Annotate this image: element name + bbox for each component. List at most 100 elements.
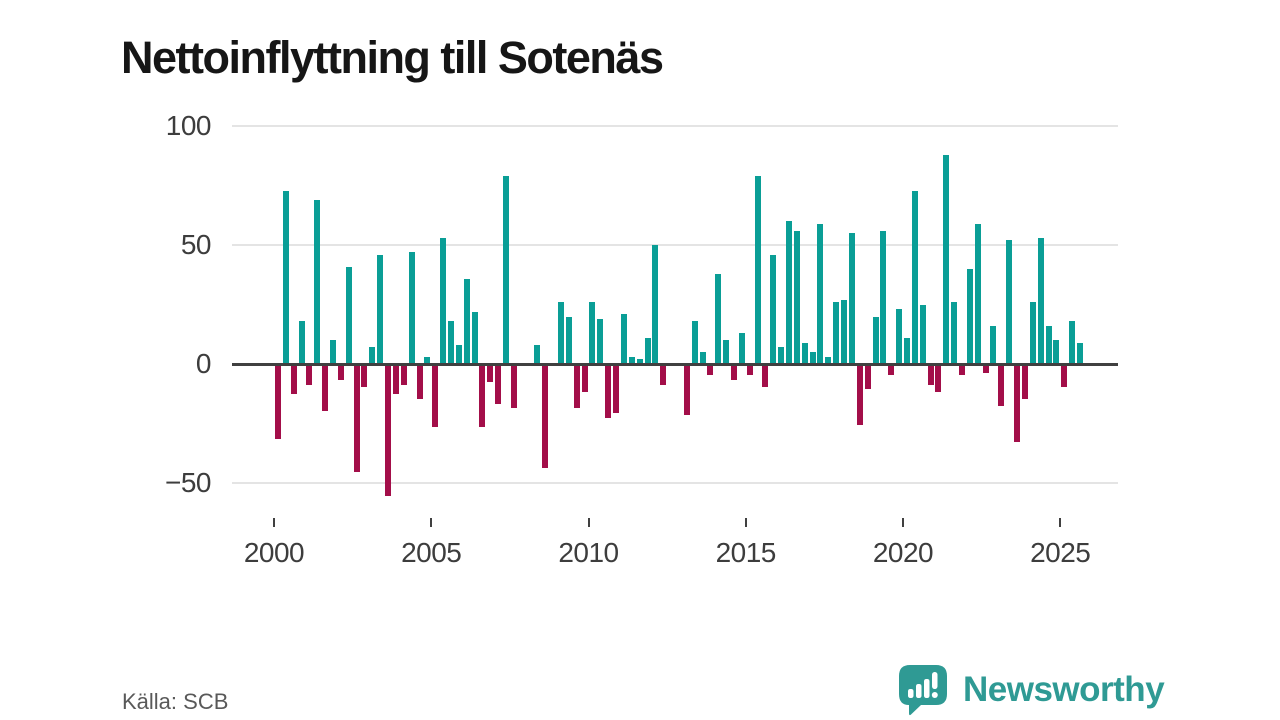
bar-negative — [998, 365, 1005, 406]
bar-negative — [746, 365, 753, 375]
bar-negative — [290, 365, 297, 394]
bar-positive — [754, 176, 761, 364]
bar-negative — [707, 365, 714, 375]
y-axis-tick-label: 0 — [195, 348, 212, 379]
zero-axis-line — [232, 363, 1118, 366]
bar-positive — [966, 269, 973, 364]
x-axis-tick — [1059, 518, 1062, 527]
bar-positive — [298, 321, 305, 364]
x-axis-tick-label: 2015 — [715, 537, 777, 568]
bar-positive — [652, 245, 659, 364]
bar-negative — [888, 365, 895, 375]
bar-positive — [282, 190, 289, 364]
bar-positive — [809, 352, 816, 364]
bar-negative — [581, 365, 588, 392]
newsworthy-logo: Newsworthy — [897, 663, 1165, 717]
bar-negative — [361, 365, 368, 387]
bar-positive — [620, 314, 627, 364]
bar-positive — [943, 154, 950, 364]
bar-negative — [1021, 365, 1028, 399]
bar-positive — [636, 359, 643, 364]
bar-negative — [416, 365, 423, 399]
bar-negative — [1014, 365, 1020, 442]
x-axis-tick — [430, 518, 433, 527]
bar-positive — [1069, 321, 1075, 364]
bar-positive — [880, 230, 887, 364]
bar-negative — [337, 365, 344, 380]
bar-positive — [951, 302, 958, 364]
x-axis-tick — [902, 518, 904, 527]
bar-positive — [1037, 238, 1044, 364]
y-axis-tick-label: 100 — [165, 110, 212, 142]
bar-positive — [825, 356, 832, 364]
bar-positive — [723, 340, 730, 364]
x-axis-tick-label: 2005 — [401, 537, 462, 568]
bar-positive — [534, 345, 541, 364]
bar-positive — [558, 302, 564, 364]
bar-negative — [353, 365, 360, 473]
bar-negative — [856, 365, 863, 425]
bar-positive — [471, 311, 478, 364]
bar-positive — [424, 356, 431, 364]
bar-negative — [274, 365, 281, 440]
source-note: Källa: SCB — [122, 689, 229, 714]
bar-positive — [903, 337, 910, 364]
x-axis-tick — [273, 518, 275, 527]
bar-negative — [542, 365, 549, 468]
bar-positive — [1053, 340, 1060, 364]
gridline — [232, 244, 1118, 247]
bar-positive — [1076, 342, 1083, 364]
bar-negative — [927, 365, 934, 385]
plot-area: 100 50 0 −50 2000 2005 2010 2015 2020 2025 — [165, 110, 1118, 568]
bar-negative — [982, 365, 989, 373]
bar-negative — [605, 365, 612, 418]
bar-positive — [786, 221, 792, 364]
bar-positive — [841, 299, 847, 364]
bar-negative — [660, 365, 667, 385]
bar-negative — [510, 365, 517, 409]
bar-positive — [463, 278, 470, 364]
bar-positive — [848, 233, 855, 364]
bar-negative — [322, 365, 329, 411]
bar-positive — [455, 345, 462, 364]
bar-positive — [699, 352, 706, 364]
bar-negative — [385, 365, 391, 497]
bar-positive — [738, 333, 745, 364]
bar-positive — [990, 326, 997, 364]
x-axis-tick-label: 2025 — [1030, 537, 1091, 568]
bar-negative — [1061, 365, 1068, 387]
bar-negative — [683, 365, 690, 416]
bar-negative — [935, 365, 942, 392]
bar-positive — [330, 340, 336, 364]
bar-positive — [589, 302, 596, 364]
bar-positive — [644, 337, 651, 364]
bar-negative — [487, 365, 494, 383]
bar-positive — [345, 266, 352, 364]
bar-positive — [565, 316, 572, 364]
bar-negative — [573, 365, 580, 409]
bar-positive — [974, 223, 981, 364]
gridline — [232, 125, 1118, 128]
bar-negative — [864, 365, 871, 390]
bar-positive — [911, 190, 918, 364]
bar-positive — [440, 238, 446, 364]
y-axis-tick-label: 50 — [180, 229, 212, 261]
bar-negative — [400, 365, 407, 385]
bar-positive — [919, 304, 926, 364]
bar-positive — [715, 273, 722, 364]
bar-positive — [447, 321, 454, 364]
page-title: Nettoinflyttning till Sotenäs — [121, 32, 664, 84]
bar-negative — [392, 365, 399, 394]
x-axis-tick-label: 2020 — [872, 537, 934, 568]
newsworthy-wordmark: Newsworthy — [963, 670, 1165, 709]
bar-negative — [479, 365, 486, 428]
bar-positive — [408, 252, 415, 364]
bar-negative — [306, 365, 313, 385]
bar-positive — [1029, 302, 1036, 364]
bar-positive — [872, 316, 879, 364]
bar-chart-speech-bubble-icon — [899, 665, 947, 716]
bar-positive — [833, 302, 840, 364]
bar-positive — [369, 347, 376, 364]
bar-positive — [502, 176, 509, 364]
bar-positive — [896, 309, 903, 364]
